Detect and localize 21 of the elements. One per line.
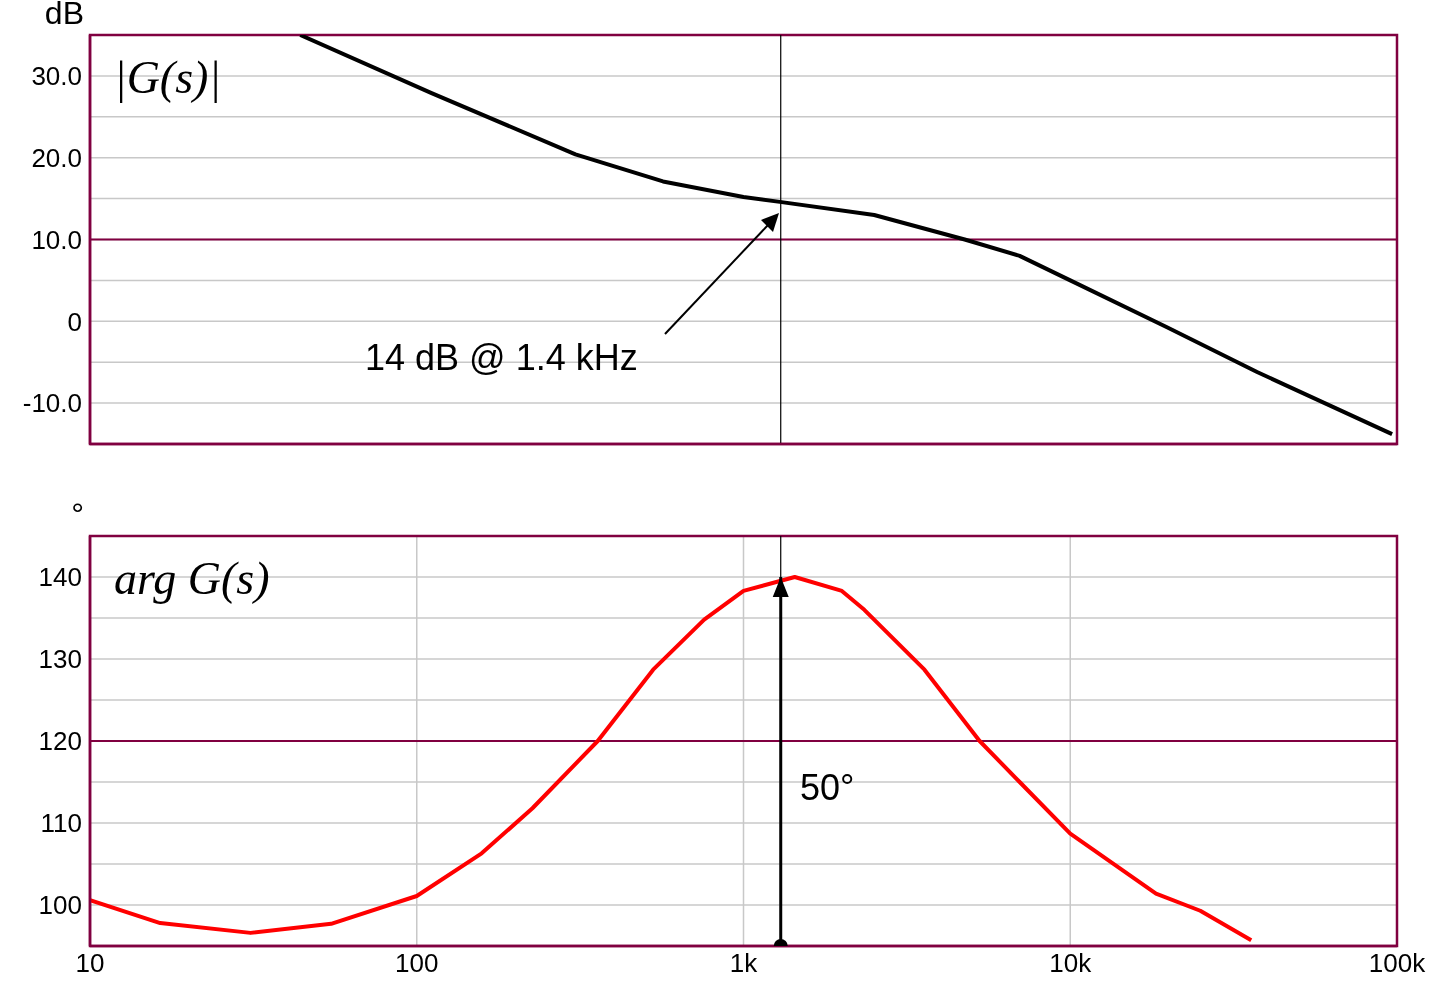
y-tick-label: 20.0	[31, 142, 82, 173]
y-tick-label: 10.0	[31, 224, 82, 255]
y-tick-label: 100	[38, 890, 82, 921]
y-tick-label: 120	[38, 726, 82, 757]
y-tick-label: -10.0	[22, 388, 82, 419]
y-tick-label: 30.0	[31, 61, 82, 92]
y-tick-label: 110	[40, 808, 82, 839]
annotation: 50°	[800, 767, 855, 808]
y-tick-label: 0	[67, 306, 82, 337]
annotation: |G(s)|	[114, 52, 222, 104]
y-axis-title: dB	[44, 0, 84, 32]
y-axis-title: °	[71, 496, 84, 533]
x-tick-label: 100k	[1368, 948, 1427, 979]
annotation: arg G(s)	[114, 553, 270, 605]
annotation: 14 dB @ 1.4 kHz	[365, 337, 638, 378]
x-tick-label: 100	[395, 948, 439, 979]
x-tick-label: 10	[75, 948, 105, 979]
y-tick-label: 130	[38, 644, 82, 675]
x-tick-label: 1k	[729, 948, 759, 979]
x-tick-label: 10k	[1049, 948, 1093, 979]
y-tick-label: 140	[38, 562, 82, 593]
